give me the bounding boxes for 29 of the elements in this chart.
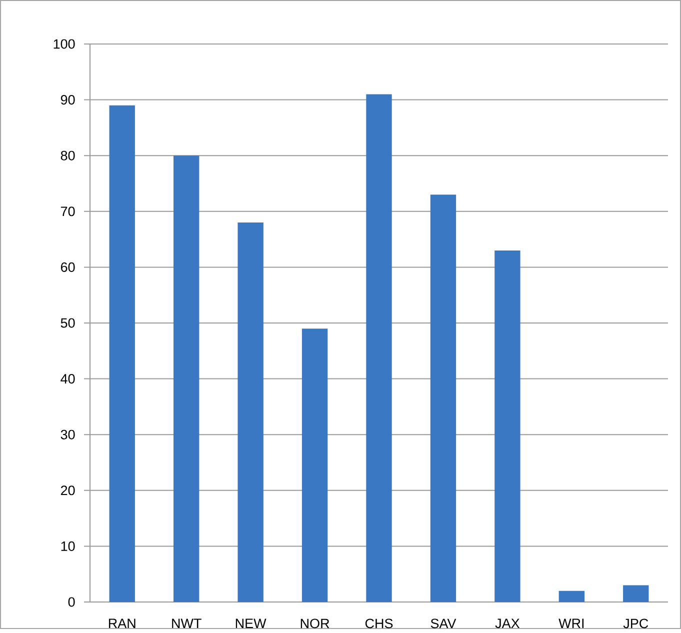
x-tick-label: JPC: [623, 618, 648, 628]
x-tick-label: RAN: [108, 618, 136, 628]
bar: [623, 585, 649, 602]
x-tick-label: CHS: [365, 618, 393, 628]
x-tick-label: NWT: [172, 618, 202, 628]
bar: [494, 250, 520, 602]
bar: [109, 106, 135, 602]
y-tick-label: 0: [68, 597, 75, 607]
x-tick-label: NOR: [300, 618, 330, 628]
y-tick-label: 10: [61, 542, 75, 552]
y-tick-label: 70: [60, 206, 75, 216]
bar: [173, 156, 200, 602]
y-tick-label: 40: [60, 374, 75, 384]
bar: [238, 222, 264, 602]
y-tick-label: 50: [60, 318, 75, 328]
bar: [302, 328, 328, 602]
x-tick-label: JAX: [495, 618, 520, 628]
x-tick-label: NEW: [236, 618, 266, 628]
y-tick-label: 60: [60, 262, 75, 272]
y-tick-label: 80: [60, 150, 75, 160]
y-tick-label: 90: [60, 95, 75, 105]
x-tick-label: SAV: [430, 618, 456, 628]
bar: [558, 590, 585, 602]
y-tick-label: 100: [54, 39, 75, 49]
x-tick-label: WRI: [558, 618, 584, 628]
bar: [430, 194, 456, 602]
bar: [366, 94, 392, 602]
y-tick-label: 20: [60, 486, 75, 496]
y-tick-label: 30: [60, 430, 75, 440]
